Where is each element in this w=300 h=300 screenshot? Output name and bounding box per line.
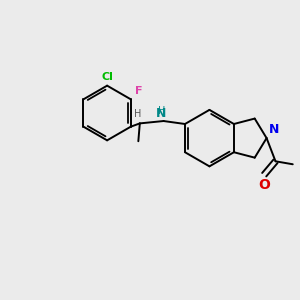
- Text: O: O: [258, 178, 270, 192]
- Text: N: N: [269, 123, 279, 136]
- Text: Cl: Cl: [101, 72, 113, 82]
- Text: F: F: [135, 86, 143, 96]
- Text: H: H: [134, 109, 142, 118]
- Text: H: H: [158, 106, 165, 116]
- Text: N: N: [156, 107, 166, 120]
